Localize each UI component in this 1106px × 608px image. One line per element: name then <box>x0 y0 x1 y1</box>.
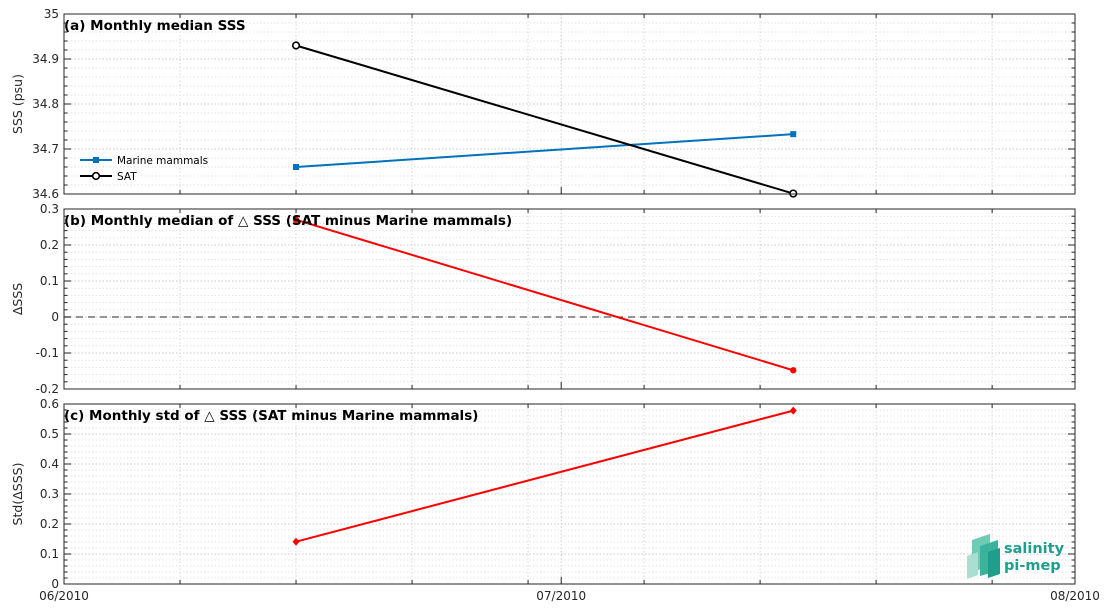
panel-b-axes-frame <box>63 208 1076 390</box>
y-tick-label: 34.7 <box>32 142 59 156</box>
data-point-marker <box>789 406 797 415</box>
y-tick-label: 0 <box>51 310 59 324</box>
logo-emblem-icon <box>967 534 1000 579</box>
x-axis-tick-labels: 06/2010 07/2010 08/2010 <box>39 589 1100 603</box>
panel-b-median-delta-sss: -0.2 -0.1 0 0.1 0.2 0.3 ΔSSS (b) Monthly medi… <box>10 202 1076 396</box>
y-tick-label: 35 <box>44 7 59 21</box>
salinity-pi-mep-logo: salinity pi-mep <box>967 534 1065 579</box>
series-line <box>295 44 794 195</box>
panel-b-plot-area <box>64 209 1075 389</box>
panel-c-std-delta-sss: 0 0.1 0.2 0.3 0.4 0.5 0.6 Std(ΔSSS) (c) Monthl… <box>10 397 1076 591</box>
y-tick-label: 0 <box>51 577 59 591</box>
panel-c-y-axis-label: Std(ΔSSS) <box>10 463 25 526</box>
y-tick-label: 0.2 <box>40 517 59 531</box>
logo-text-salinity: salinity <box>1004 541 1065 557</box>
panel-a-legend: Marine mammals SAT <box>80 155 208 183</box>
series-line <box>295 218 794 372</box>
y-tick-label: 0.3 <box>40 202 59 216</box>
y-tick-label: 0.5 <box>40 427 59 441</box>
legend-label-marine-mammals: Marine mammals <box>117 155 208 167</box>
x-tick-label: 07/2010 <box>536 589 586 603</box>
panel-c-x-ticks <box>63 404 1076 584</box>
y-tick-label: 34.6 <box>32 187 59 201</box>
y-tick-label: 0.3 <box>40 487 59 501</box>
panel-c-y-ticks: 0 0.1 0.2 0.3 0.4 0.5 0.6 <box>40 397 1075 591</box>
data-point-marker <box>292 216 300 223</box>
y-tick-label: 0.1 <box>40 547 59 561</box>
panel-a-x-ticks <box>63 14 1076 194</box>
legend-marker-sat <box>91 171 101 181</box>
y-tick-label: -0.1 <box>36 346 59 360</box>
panel-c-title: (c) Monthly std of △ SSS (SAT minus Mari… <box>64 408 478 424</box>
data-point-marker <box>790 367 797 374</box>
y-tick-label: 34.8 <box>32 97 59 111</box>
y-tick-label: 34.9 <box>32 52 59 66</box>
panel-a-title: (a) Monthly median SSS <box>64 18 246 34</box>
panel-a-monthly-median-sss: 34.6 34.7 34.8 34.9 35 SSS (psu) (a) Monthly… <box>10 7 1076 201</box>
logo-text-pi-mep: pi-mep <box>1004 558 1061 574</box>
legend-item-marine-mammals: Marine mammals <box>80 155 208 167</box>
data-point-marker <box>293 164 300 170</box>
legend-marker-marine-mammals <box>93 157 99 163</box>
y-tick-label: 0.2 <box>40 238 59 252</box>
legend-label-sat: SAT <box>117 171 137 183</box>
x-tick-label: 08/2010 <box>1050 589 1100 603</box>
series-line <box>295 409 794 543</box>
y-tick-label: 0.1 <box>40 274 59 288</box>
legend-item-sat: SAT <box>80 171 137 183</box>
series-line <box>295 133 794 168</box>
y-tick-label: 0.4 <box>40 457 59 471</box>
x-tick-label: 06/2010 <box>39 589 89 603</box>
data-point-marker <box>291 41 301 50</box>
panel-b-x-ticks <box>63 209 1076 389</box>
y-tick-label: 0.6 <box>40 397 59 411</box>
panel-b-series <box>292 216 797 374</box>
panel-a-y-ticks: 34.6 34.7 34.8 34.9 35 <box>32 7 1075 201</box>
panel-b-y-axis-label: ΔSSS <box>10 283 25 315</box>
y-tick-label: -0.2 <box>36 382 59 396</box>
panel-a-y-axis-label: SSS (psu) <box>10 74 25 134</box>
panel-b-y-ticks: -0.2 -0.1 0 0.1 0.2 0.3 <box>36 202 1075 396</box>
data-point-marker <box>292 537 300 546</box>
data-point-marker <box>790 131 797 138</box>
panel-b-title: (b) Monthly median of △ SSS (SAT minus M… <box>64 213 512 229</box>
panel-c-grid <box>63 403 1076 585</box>
panel-c-series <box>292 406 797 546</box>
